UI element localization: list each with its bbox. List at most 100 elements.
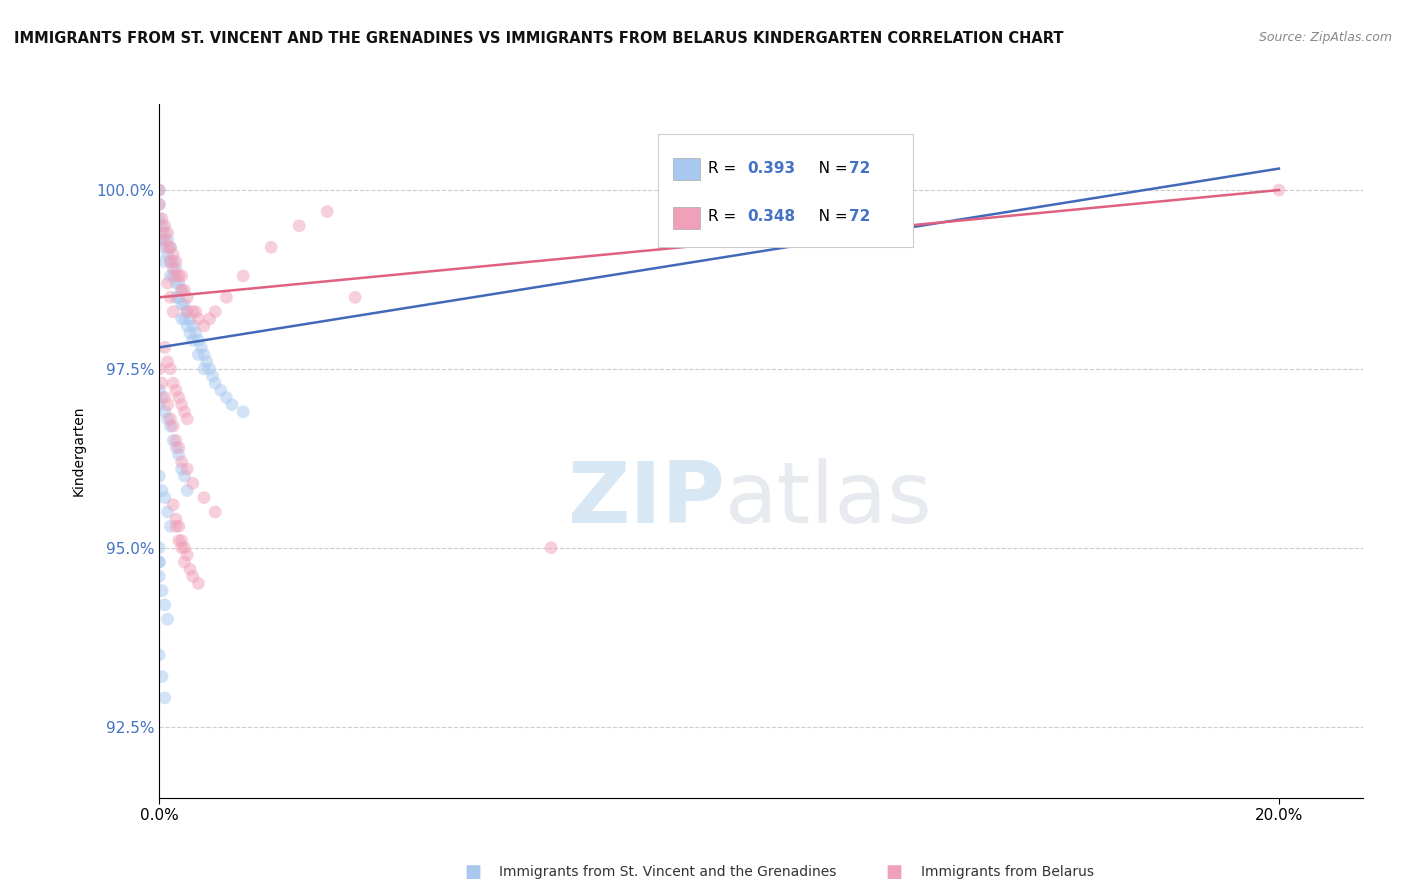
Point [162, 419, 184, 434]
Text: ZIP: ZIP [567, 458, 725, 541]
Point [167, 290, 190, 304]
Point [170, 283, 193, 297]
Point [167, 391, 190, 405]
Point [179, 562, 201, 576]
Point [204, 304, 226, 318]
Point [288, 219, 311, 233]
Point [159, 290, 181, 304]
Point [195, 355, 218, 369]
Point [153, 491, 176, 505]
Point [162, 498, 184, 512]
Point [170, 283, 193, 297]
Text: Immigrants from St. Vincent and the Grenadines: Immigrants from St. Vincent and the Gren… [499, 865, 837, 880]
Point [173, 469, 195, 483]
Point [181, 476, 204, 491]
Point [150, 483, 173, 498]
Point [150, 211, 173, 226]
Point [162, 254, 184, 268]
Point [148, 648, 170, 662]
Point [170, 462, 193, 476]
Point [181, 333, 204, 347]
Point [162, 304, 184, 318]
Text: N =: N = [804, 161, 852, 176]
Point [148, 183, 170, 197]
Point [198, 362, 221, 376]
Point [162, 268, 184, 283]
Point [148, 398, 170, 412]
Point [148, 197, 170, 211]
Point [165, 268, 187, 283]
Point [150, 376, 173, 391]
Point [232, 405, 254, 419]
Point [187, 347, 209, 361]
Point [148, 469, 170, 483]
Point [181, 304, 204, 318]
Point [153, 219, 176, 233]
Point [165, 276, 187, 290]
Point [187, 576, 209, 591]
Point [540, 541, 562, 555]
Point [215, 391, 238, 405]
Point [156, 276, 179, 290]
Point [167, 533, 190, 548]
Point [148, 555, 170, 569]
Point [148, 555, 170, 569]
Point [165, 290, 187, 304]
Point [165, 384, 187, 398]
Text: Source: ZipAtlas.com: Source: ZipAtlas.com [1258, 31, 1392, 45]
Point [153, 226, 176, 240]
Point [159, 412, 181, 426]
Point [184, 326, 207, 340]
Point [150, 391, 173, 405]
Text: ■: ■ [886, 863, 903, 881]
Point [165, 512, 187, 526]
Point [156, 233, 179, 247]
Point [162, 247, 184, 261]
Point [159, 362, 181, 376]
Text: 0.348: 0.348 [748, 210, 796, 225]
Point [176, 412, 198, 426]
Point [190, 340, 212, 354]
Y-axis label: Kindergarten: Kindergarten [72, 406, 86, 496]
Point [159, 254, 181, 268]
Point [170, 297, 193, 311]
Point [150, 219, 173, 233]
Point [176, 304, 198, 318]
Point [173, 297, 195, 311]
Point [179, 311, 201, 326]
Point [148, 384, 170, 398]
Text: 72: 72 [849, 210, 870, 225]
Point [159, 519, 181, 533]
Point [170, 541, 193, 555]
Point [153, 240, 176, 254]
Point [201, 369, 224, 384]
Point [232, 268, 254, 283]
Point [150, 226, 173, 240]
Point [184, 304, 207, 318]
Point [153, 690, 176, 705]
Point [165, 261, 187, 276]
Point [204, 376, 226, 391]
Point [165, 434, 187, 448]
Point [167, 519, 190, 533]
Point [153, 254, 176, 268]
Point [170, 533, 193, 548]
Point [148, 211, 170, 226]
Point [165, 441, 187, 455]
Point [165, 254, 187, 268]
Point [156, 412, 179, 426]
Point [159, 419, 181, 434]
Point [156, 398, 179, 412]
Point [150, 583, 173, 598]
Point [153, 340, 176, 354]
Point [204, 505, 226, 519]
Point [187, 333, 209, 347]
Point [173, 283, 195, 297]
Text: N =: N = [804, 210, 852, 225]
Point [153, 598, 176, 612]
Point [181, 318, 204, 333]
Text: IMMIGRANTS FROM ST. VINCENT AND THE GRENADINES VS IMMIGRANTS FROM BELARUS KINDER: IMMIGRANTS FROM ST. VINCENT AND THE GREN… [14, 31, 1063, 46]
Point [159, 240, 181, 254]
Point [150, 233, 173, 247]
Point [176, 462, 198, 476]
